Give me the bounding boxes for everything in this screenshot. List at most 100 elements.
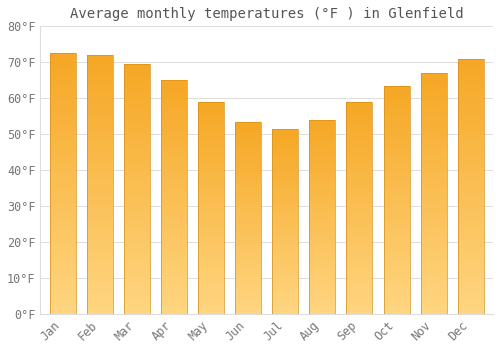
- Bar: [272, 273, 298, 277]
- Bar: [198, 136, 224, 140]
- Bar: [86, 267, 113, 272]
- Bar: [50, 262, 76, 267]
- Bar: [124, 109, 150, 114]
- Bar: [346, 212, 372, 216]
- Bar: [346, 242, 372, 246]
- Bar: [420, 208, 446, 213]
- Bar: [198, 220, 224, 225]
- Bar: [458, 161, 484, 166]
- Bar: [310, 174, 336, 178]
- Bar: [124, 279, 150, 284]
- Bar: [161, 136, 187, 141]
- Bar: [198, 187, 224, 191]
- Bar: [384, 259, 409, 264]
- Bar: [86, 252, 113, 257]
- Bar: [458, 94, 484, 99]
- Bar: [420, 116, 446, 121]
- Bar: [346, 174, 372, 178]
- Bar: [124, 104, 150, 109]
- Bar: [198, 254, 224, 259]
- Bar: [346, 254, 372, 259]
- Bar: [458, 258, 484, 263]
- Bar: [384, 200, 409, 204]
- Bar: [198, 212, 224, 216]
- Bar: [50, 132, 76, 136]
- Bar: [50, 163, 76, 168]
- Bar: [235, 283, 261, 287]
- Bar: [310, 194, 336, 197]
- Bar: [346, 127, 372, 132]
- Bar: [235, 218, 261, 222]
- Bar: [86, 148, 113, 153]
- Bar: [235, 252, 261, 256]
- Bar: [198, 301, 224, 306]
- Bar: [310, 201, 336, 205]
- Bar: [272, 162, 298, 166]
- Bar: [384, 99, 409, 104]
- Bar: [384, 305, 409, 309]
- Bar: [346, 293, 372, 297]
- Bar: [384, 140, 409, 145]
- Bar: [124, 89, 150, 94]
- Bar: [161, 234, 187, 239]
- Bar: [161, 80, 187, 314]
- Bar: [86, 65, 113, 71]
- Bar: [161, 174, 187, 178]
- Bar: [161, 94, 187, 99]
- Bar: [161, 80, 187, 85]
- Bar: [124, 134, 150, 139]
- Bar: [86, 221, 113, 226]
- Bar: [420, 246, 446, 251]
- Bar: [50, 53, 76, 58]
- Bar: [86, 205, 113, 210]
- Bar: [198, 144, 224, 148]
- Bar: [420, 266, 446, 271]
- Bar: [384, 291, 409, 296]
- Bar: [235, 168, 261, 172]
- Bar: [272, 195, 298, 199]
- Bar: [420, 280, 446, 285]
- Bar: [235, 264, 261, 268]
- Bar: [384, 214, 409, 218]
- Bar: [50, 194, 76, 199]
- Bar: [384, 273, 409, 277]
- Bar: [235, 137, 261, 141]
- Bar: [310, 139, 336, 143]
- Bar: [161, 193, 187, 197]
- Bar: [310, 120, 336, 314]
- Bar: [50, 204, 76, 210]
- Bar: [384, 236, 409, 241]
- Bar: [384, 104, 409, 108]
- Bar: [86, 122, 113, 127]
- Bar: [50, 293, 76, 298]
- Bar: [346, 106, 372, 110]
- Bar: [50, 303, 76, 309]
- Bar: [346, 306, 372, 310]
- Bar: [420, 160, 446, 164]
- Bar: [458, 304, 484, 309]
- Bar: [86, 200, 113, 205]
- Bar: [161, 230, 187, 235]
- Bar: [458, 150, 484, 156]
- Bar: [198, 246, 224, 250]
- Bar: [310, 147, 336, 151]
- Bar: [198, 191, 224, 195]
- Bar: [50, 288, 76, 293]
- Bar: [272, 173, 298, 177]
- Bar: [198, 127, 224, 132]
- Bar: [86, 262, 113, 267]
- Bar: [161, 183, 187, 188]
- Bar: [161, 262, 187, 267]
- Bar: [384, 277, 409, 282]
- Bar: [346, 284, 372, 288]
- Bar: [50, 69, 76, 74]
- Bar: [50, 282, 76, 288]
- Bar: [272, 310, 298, 314]
- Bar: [50, 220, 76, 225]
- Bar: [124, 264, 150, 269]
- Bar: [86, 71, 113, 76]
- Bar: [272, 307, 298, 310]
- Bar: [124, 64, 150, 69]
- Bar: [124, 139, 150, 144]
- Bar: [420, 150, 446, 155]
